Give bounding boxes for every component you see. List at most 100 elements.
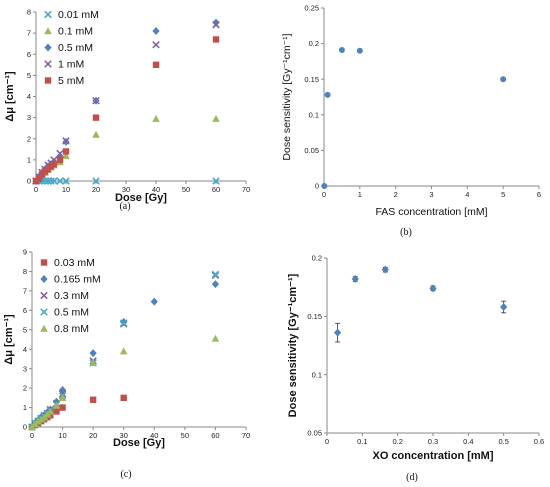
x-tick-label: 0 (322, 190, 326, 199)
panel-caption: (a) (119, 201, 130, 212)
legend-label: 0.1 mM (58, 26, 93, 38)
series-0 (334, 265, 508, 337)
data-point (52, 401, 61, 409)
data-point (211, 334, 220, 342)
data-point (47, 177, 55, 185)
legend-label: 1 mM (58, 59, 84, 71)
y-tick-label: 1 (23, 403, 27, 412)
y-axis-title: Dose sensitivity [Gy⁻¹cm⁻¹] (287, 273, 299, 417)
data-point (59, 404, 66, 411)
x-tick-label: 30 (120, 431, 128, 440)
y-axis-title: Δμ [cm⁻¹] (4, 71, 16, 122)
x-tick-label: 30 (122, 185, 130, 194)
x-tick-label: 0 (325, 437, 329, 446)
legend-label: 0.5 mM (54, 307, 89, 319)
x-tick-label: 0.1 (357, 437, 367, 446)
data-point (356, 47, 363, 54)
x-tick-label: 50 (181, 431, 189, 440)
y-tick-label: 9 (23, 248, 27, 257)
data-point (211, 270, 220, 279)
data-point (41, 177, 49, 185)
y-tick-label: 0.05 (307, 429, 322, 438)
x-tick-label: 0 (34, 185, 38, 194)
y-tick-label: 0.1 (312, 370, 322, 379)
y-tick-label: 4 (23, 345, 27, 354)
data-point (58, 386, 67, 395)
data-point (56, 149, 64, 158)
legend-marker (40, 308, 48, 316)
data-point (150, 297, 158, 306)
series-0-1-mm (32, 114, 220, 185)
data-point (152, 114, 160, 122)
data-point (62, 148, 70, 155)
data-point (53, 408, 60, 415)
data-point (500, 303, 508, 311)
x-tick-label: 0.5 (498, 437, 508, 446)
legend: 0.01 mM 0.1 mM 0.5 mM 1 mM 5 mM (44, 9, 99, 87)
panel-caption: (b) (400, 227, 412, 238)
legend-label: 0.01 mM (58, 9, 99, 21)
y-tick-label: 2 (23, 384, 27, 393)
data-point (381, 265, 389, 274)
data-point (500, 76, 507, 83)
data-point (212, 114, 220, 122)
y-tick-label: 3 (27, 113, 31, 122)
y-tick-label: 0.1 (309, 110, 319, 119)
x-tick-label: 20 (92, 185, 100, 194)
data-point (120, 394, 127, 402)
x-tick-label: 0.4 (463, 437, 473, 446)
data-point (92, 114, 100, 121)
y-tick-label: 0.15 (304, 75, 319, 84)
x-tick-label: 3 (429, 190, 433, 199)
y-tick-label: 0.2 (312, 254, 322, 263)
data-point (34, 417, 42, 425)
y-tick-label: 8 (23, 267, 27, 276)
legend-label: 0.03 mM (54, 257, 95, 269)
data-point (152, 61, 160, 69)
x-axis-title: Dose [Gy] (115, 192, 167, 204)
series-0-8-mm (28, 334, 220, 431)
y-tick-label: 6 (23, 306, 27, 315)
x-tick-label: 0.6 (534, 437, 544, 446)
y-tick-label: 2 (27, 134, 31, 143)
x-tick-label: 40 (150, 431, 158, 440)
data-point (152, 40, 160, 49)
chart-a: 0 10 20 30 40 50 60 70 0 1 2 3 4 5 6 7 8 Dose [Gy] Δμ [cm⁻… (4, 8, 250, 212)
data-point (56, 177, 64, 185)
y-tick-label: 4 (27, 92, 31, 101)
x-tick-label: 5 (501, 190, 505, 199)
y-tick-label: 5 (27, 71, 31, 80)
y-tick-label: 0.25 (304, 4, 319, 13)
x-axis-title: FAS concentration [mM] (375, 206, 487, 218)
y-tick-label: 0 (27, 177, 31, 186)
x-tick-label: 50 (182, 185, 190, 194)
data-point (44, 177, 52, 185)
legend-marker (44, 60, 52, 68)
y-tick-label: 6 (27, 50, 31, 59)
x-tick-label: 0.2 (392, 437, 402, 446)
y-tick-label: 0 (23, 423, 27, 432)
data-point (62, 137, 70, 145)
data-point (212, 18, 220, 27)
legend-marker (44, 27, 52, 35)
chart-b: 0 1 2 3 4 5 6 0 0.05 0.1 0.15 0.2 0.25 FAS concentrat… (281, 4, 541, 238)
y-tick-label: 0.15 (307, 312, 322, 321)
legend: 0.03 mM 0.165 mM 0.3 mM 0.5 mM 0.8 mM (40, 257, 101, 335)
data-point (119, 319, 128, 327)
series-0 (321, 47, 507, 189)
legend-label: 0.165 mM (54, 274, 101, 286)
y-tick-label: 0 (315, 182, 319, 191)
y-tick-label: 1 (27, 155, 31, 164)
y-tick-label: 0.05 (304, 146, 319, 155)
legend-marker (40, 259, 48, 266)
data-point (58, 394, 67, 402)
data-point (89, 359, 97, 367)
data-point (152, 27, 160, 36)
x-tick-label: 0.3 (428, 437, 438, 446)
data-point (92, 177, 100, 185)
legend-label: 5 mM (58, 75, 84, 87)
legend-marker (44, 77, 52, 84)
series-5-mm (32, 36, 220, 185)
data-point (89, 349, 97, 358)
